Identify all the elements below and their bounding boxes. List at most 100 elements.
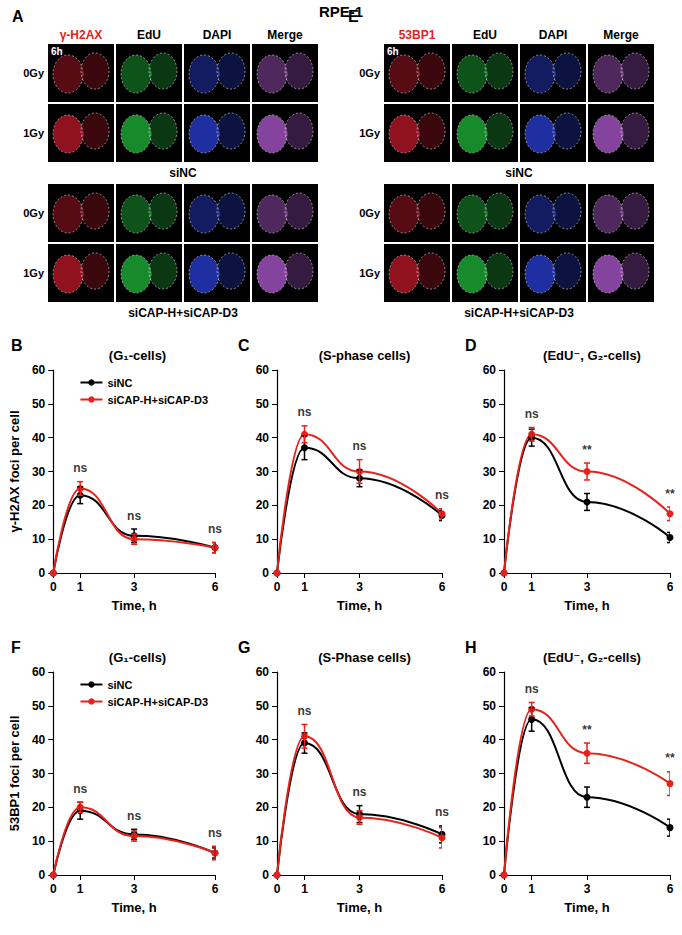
svg-text:50: 50 bbox=[256, 397, 270, 411]
svg-text:1: 1 bbox=[528, 882, 535, 896]
svg-text:20: 20 bbox=[483, 498, 497, 512]
svg-text:Time, h: Time, h bbox=[111, 598, 156, 613]
svg-text:50: 50 bbox=[256, 699, 270, 713]
svg-text:(G₁-cells): (G₁-cells) bbox=[109, 650, 166, 665]
svg-text:H: H bbox=[465, 639, 477, 656]
svg-text:Time, h: Time, h bbox=[564, 900, 609, 915]
svg-text:0Gy: 0Gy bbox=[23, 67, 45, 79]
svg-text:D: D bbox=[465, 337, 477, 354]
svg-text:0: 0 bbox=[501, 882, 508, 896]
svg-text:0: 0 bbox=[489, 566, 496, 580]
svg-text:0: 0 bbox=[50, 882, 57, 896]
svg-text:6: 6 bbox=[667, 882, 674, 896]
svg-text:6: 6 bbox=[667, 580, 674, 594]
svg-text:siNC: siNC bbox=[169, 166, 197, 180]
svg-text:G: G bbox=[238, 639, 250, 656]
svg-text:0: 0 bbox=[39, 566, 46, 580]
svg-text:60: 60 bbox=[256, 665, 270, 679]
svg-text:60: 60 bbox=[256, 363, 270, 377]
svg-text:30: 30 bbox=[256, 767, 270, 781]
svg-text:10: 10 bbox=[256, 532, 270, 546]
svg-text:6: 6 bbox=[212, 580, 219, 594]
svg-text:0Gy: 0Gy bbox=[359, 67, 381, 79]
svg-text:60: 60 bbox=[483, 363, 497, 377]
svg-text:0: 0 bbox=[262, 566, 269, 580]
svg-text:30: 30 bbox=[256, 465, 270, 479]
svg-text:Time, h: Time, h bbox=[337, 900, 382, 915]
svg-text:6h: 6h bbox=[51, 46, 63, 57]
svg-text:0: 0 bbox=[274, 882, 281, 896]
svg-text:40: 40 bbox=[32, 733, 46, 747]
svg-text:3: 3 bbox=[131, 882, 138, 896]
svg-text:50: 50 bbox=[32, 699, 46, 713]
svg-text:10: 10 bbox=[483, 834, 497, 848]
svg-text:A: A bbox=[12, 8, 24, 25]
svg-text:53BP1 foci per cell: 53BP1 foci per cell bbox=[7, 716, 22, 832]
svg-text:siCAP-H+siCAP-D3: siCAP-H+siCAP-D3 bbox=[128, 306, 238, 320]
svg-text:(EdU⁻, G₂-cells): (EdU⁻, G₂-cells) bbox=[543, 348, 641, 363]
svg-text:Time, h: Time, h bbox=[337, 598, 382, 613]
svg-text:γ-H2AX foci per cell: γ-H2AX foci per cell bbox=[7, 410, 22, 532]
svg-text:50: 50 bbox=[32, 397, 46, 411]
svg-text:ns: ns bbox=[297, 405, 311, 419]
svg-text:30: 30 bbox=[32, 767, 46, 781]
svg-text:40: 40 bbox=[256, 431, 270, 445]
svg-text:DAPI: DAPI bbox=[539, 28, 568, 42]
svg-text:ns: ns bbox=[525, 682, 539, 696]
svg-text:1Gy: 1Gy bbox=[23, 127, 45, 139]
svg-text:siCAP-H+siCAP-D3: siCAP-H+siCAP-D3 bbox=[107, 696, 208, 708]
svg-text:20: 20 bbox=[32, 800, 46, 814]
svg-text:30: 30 bbox=[483, 465, 497, 479]
svg-text:1Gy: 1Gy bbox=[359, 267, 381, 279]
svg-text:ns: ns bbox=[127, 809, 141, 823]
svg-text:**: ** bbox=[665, 751, 675, 765]
svg-text:ns: ns bbox=[73, 782, 87, 796]
svg-text:30: 30 bbox=[32, 465, 46, 479]
svg-text:DAPI: DAPI bbox=[203, 28, 232, 42]
svg-text:Time, h: Time, h bbox=[564, 598, 609, 613]
svg-text:40: 40 bbox=[483, 733, 497, 747]
svg-text:siCAP-H+siCAP-D3: siCAP-H+siCAP-D3 bbox=[464, 306, 574, 320]
svg-text:20: 20 bbox=[256, 800, 270, 814]
svg-text:6: 6 bbox=[439, 882, 446, 896]
svg-text:1: 1 bbox=[77, 580, 84, 594]
svg-text:0Gy: 0Gy bbox=[23, 207, 45, 219]
svg-text:siNC: siNC bbox=[505, 166, 533, 180]
svg-text:ns: ns bbox=[525, 407, 539, 421]
svg-text:F: F bbox=[11, 639, 21, 656]
svg-text:0: 0 bbox=[274, 580, 281, 594]
svg-text:(EdU⁻, G₂-cells): (EdU⁻, G₂-cells) bbox=[543, 650, 641, 665]
svg-text:EdU: EdU bbox=[137, 28, 161, 42]
svg-text:siNC: siNC bbox=[107, 679, 132, 691]
svg-text:6h: 6h bbox=[387, 46, 399, 57]
svg-text:10: 10 bbox=[256, 834, 270, 848]
svg-text:EdU: EdU bbox=[473, 28, 497, 42]
svg-text:6: 6 bbox=[439, 580, 446, 594]
svg-text:20: 20 bbox=[483, 800, 497, 814]
svg-text:10: 10 bbox=[32, 532, 46, 546]
svg-text:0: 0 bbox=[262, 868, 269, 882]
svg-text:1: 1 bbox=[77, 882, 84, 896]
svg-text:40: 40 bbox=[483, 431, 497, 445]
svg-text:1Gy: 1Gy bbox=[23, 267, 45, 279]
svg-text:ns: ns bbox=[208, 522, 222, 536]
svg-text:1: 1 bbox=[301, 580, 308, 594]
svg-text:C: C bbox=[238, 337, 250, 354]
svg-text:(G₁-cells): (G₁-cells) bbox=[109, 348, 166, 363]
svg-text:20: 20 bbox=[32, 498, 46, 512]
svg-text:ns: ns bbox=[352, 785, 366, 799]
svg-text:1: 1 bbox=[301, 882, 308, 896]
svg-text:3: 3 bbox=[584, 580, 591, 594]
svg-text:B: B bbox=[11, 337, 23, 354]
svg-text:50: 50 bbox=[483, 397, 497, 411]
svg-text:3: 3 bbox=[584, 882, 591, 896]
svg-text:50: 50 bbox=[483, 699, 497, 713]
svg-text:3: 3 bbox=[356, 580, 363, 594]
svg-text:0: 0 bbox=[489, 868, 496, 882]
svg-text:siNC: siNC bbox=[107, 377, 132, 389]
svg-text:**: ** bbox=[665, 487, 675, 501]
svg-text:(S-phase cells): (S-phase cells) bbox=[319, 348, 411, 363]
svg-text:0: 0 bbox=[39, 868, 46, 882]
svg-text:3: 3 bbox=[356, 882, 363, 896]
svg-text:ns: ns bbox=[208, 826, 222, 840]
